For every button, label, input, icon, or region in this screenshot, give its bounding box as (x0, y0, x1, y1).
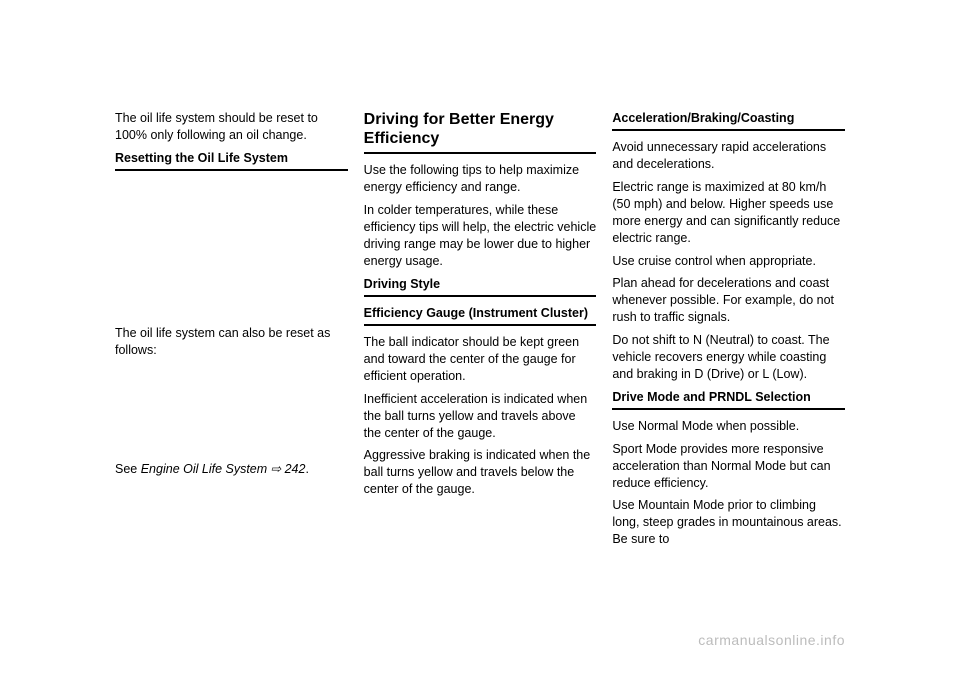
heading-accel-brake-coast: Acceleration/Braking/Coasting (612, 110, 845, 131)
heading-reset-oil-life: Resetting the Oil Life System (115, 150, 348, 171)
gauge-accel: Inefficient acceleration is indicated wh… (364, 391, 597, 442)
neutral-coast: Do not shift to N (Neutral) to coast. Th… (612, 332, 845, 383)
cruise-control: Use cruise control when appropriate. (612, 253, 845, 270)
see-prefix: See (115, 462, 141, 476)
see-link: Engine Oil Life System ⇨ 242 (141, 462, 306, 476)
avoid-rapid: Avoid unnecessary rapid accelerations an… (612, 139, 845, 173)
cold-temp-note: In colder temperatures, while these effi… (364, 202, 597, 270)
heading-drive-mode: Drive Mode and PRNDL Selection (612, 389, 845, 410)
spacer (115, 179, 348, 319)
watermark-text: carmanualsonline.info (698, 632, 845, 648)
column-1: The oil life system should be reset to 1… (115, 110, 348, 548)
see-suffix: . (305, 462, 308, 476)
heading-driving-efficiency: Driving for Better Energy Efficiency (364, 110, 597, 154)
mountain-mode: Use Mountain Mode prior to climbing long… (612, 497, 845, 548)
heading-driving-style: Driving Style (364, 276, 597, 297)
sport-mode: Sport Mode provides more responsive acce… (612, 441, 845, 492)
spacer (115, 365, 348, 455)
see-reference: See Engine Oil Life System ⇨ 242. (115, 461, 348, 478)
column-2: Driving for Better Energy Efficiency Use… (364, 110, 597, 548)
heading-efficiency-gauge: Efficiency Gauge (Instrument Cluster) (364, 305, 597, 326)
page-content: The oil life system should be reset to 1… (0, 0, 960, 608)
tips-intro: Use the following tips to help maximize … (364, 162, 597, 196)
column-3: Acceleration/Braking/Coasting Avoid unne… (612, 110, 845, 548)
oil-reset-note: The oil life system should be reset to 1… (115, 110, 348, 144)
range-speed: Electric range is maximized at 80 km/h (… (612, 179, 845, 247)
normal-mode: Use Normal Mode when possible. (612, 418, 845, 435)
oil-reset-alt-intro: The oil life system can also be reset as… (115, 325, 348, 359)
gauge-brake: Aggressive braking is indicated when the… (364, 447, 597, 498)
gauge-green: The ball indicator should be kept green … (364, 334, 597, 385)
plan-ahead: Plan ahead for decelerations and coast w… (612, 275, 845, 326)
